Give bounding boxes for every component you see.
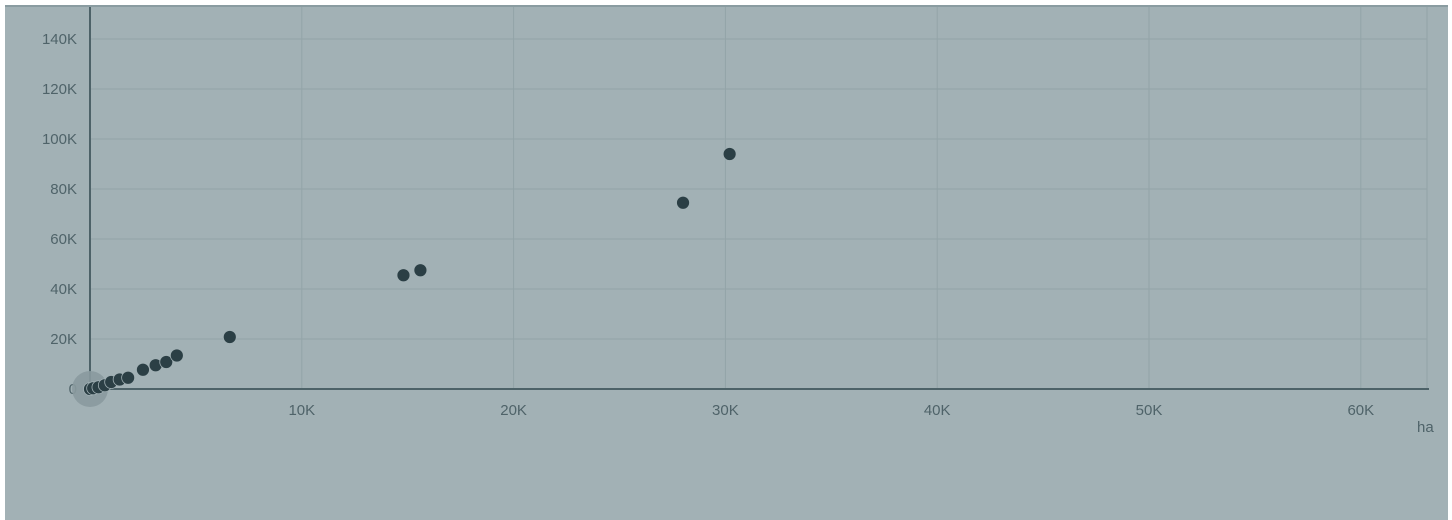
x-tick-label: 20K: [500, 402, 527, 419]
data-point[interactable]: [722, 147, 737, 161]
grid-lines: [90, 7, 1428, 389]
data-point[interactable]: [159, 355, 174, 369]
y-tick-label: 100K: [42, 131, 77, 148]
data-point[interactable]: [396, 268, 411, 283]
y-tick-label: 40K: [50, 281, 77, 298]
x-tick-label: 10K: [288, 402, 315, 419]
chart-panel: 020K40K60K80K100K120K140K10K20K30K40K50K…: [5, 5, 1448, 520]
x-tick-label: 40K: [924, 402, 951, 419]
data-point[interactable]: [121, 370, 136, 385]
x-tick-label: 30K: [712, 402, 739, 419]
x-axis-unit-label: ha: [1417, 419, 1434, 436]
y-tick-label: 120K: [42, 81, 77, 98]
x-tick-label: 60K: [1347, 402, 1374, 419]
x-tick-label: 50K: [1136, 402, 1163, 419]
tick-labels: 020K40K60K80K100K120K140K10K20K30K40K50K…: [42, 31, 1374, 419]
scatter-plot: 020K40K60K80K100K120K140K10K20K30K40K50K…: [42, 7, 1434, 436]
data-point[interactable]: [222, 330, 237, 344]
y-tick-label: 80K: [50, 181, 77, 198]
data-point[interactable]: [676, 195, 690, 210]
y-tick-label: 140K: [42, 31, 77, 48]
y-tick-label: 60K: [50, 231, 77, 248]
data-point[interactable]: [136, 362, 150, 377]
data-point[interactable]: [413, 263, 428, 278]
y-tick-label: 20K: [50, 331, 77, 348]
data-point[interactable]: [169, 348, 184, 363]
data-points: [83, 147, 737, 396]
axes: [89, 7, 1429, 390]
